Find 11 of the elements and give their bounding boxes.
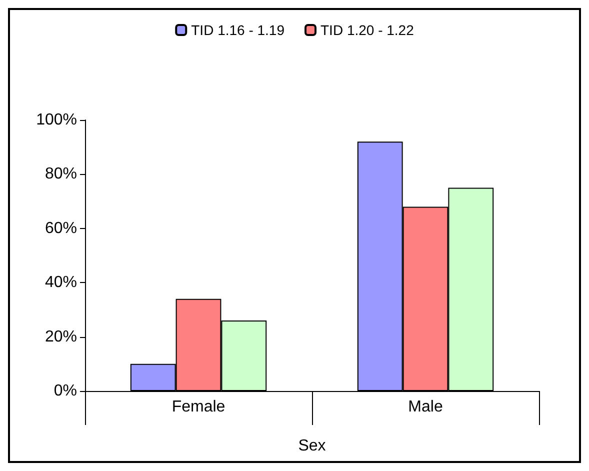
- y-tick-label: 20%: [44, 328, 77, 346]
- y-tick-label: 60%: [44, 220, 77, 237]
- y-tick-label: 80%: [44, 166, 77, 183]
- y-tick-label: 100%: [36, 112, 77, 128]
- y-tick-label: 40%: [44, 274, 77, 292]
- legend-label: TID 1.16 - 1.19: [191, 22, 285, 38]
- x-tick-label: Male: [408, 398, 443, 416]
- x-axis-title: Sex: [298, 438, 326, 454]
- y-tick-label: 0%: [54, 382, 77, 400]
- x-tick-label: Female: [172, 398, 226, 416]
- legend-label: TID 1.20 - 1.22: [320, 22, 414, 38]
